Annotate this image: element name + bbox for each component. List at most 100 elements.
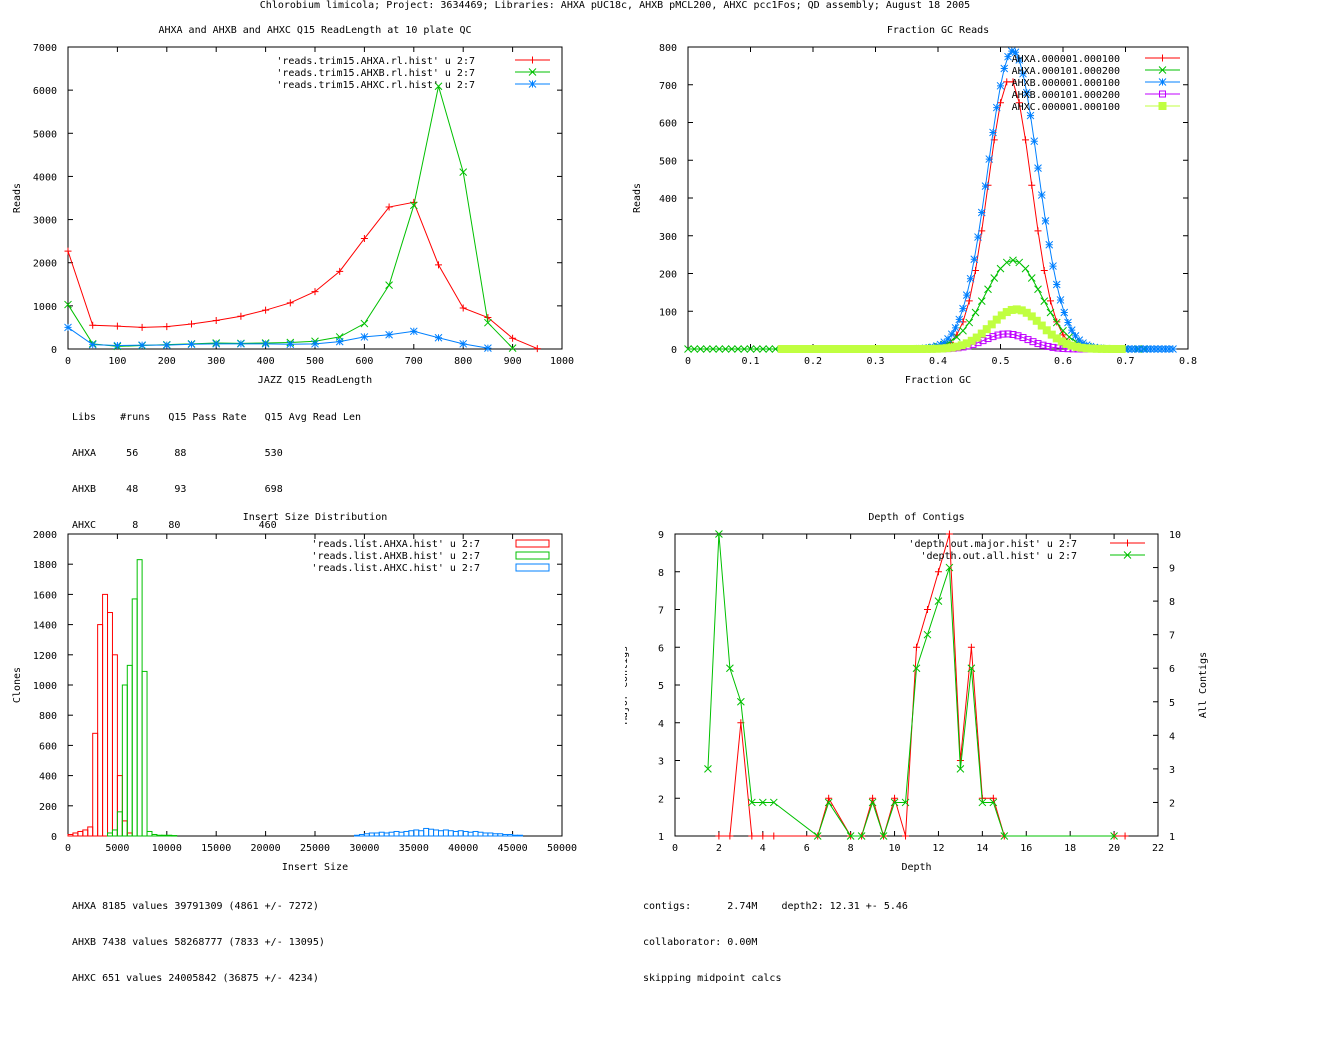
depth-y2tick-label: 3 — [1169, 765, 1175, 776]
insert-bar — [487, 832, 494, 837]
insert-bar — [393, 830, 400, 837]
depth-data-point — [901, 798, 910, 807]
depth-data-point — [989, 798, 998, 807]
depth-data-point — [879, 832, 888, 840]
insert-bar — [512, 834, 519, 837]
insert-xtick-label: 5000 — [105, 843, 129, 854]
gc-data-point — [867, 345, 876, 353]
readlength-data-point — [113, 322, 121, 330]
gc-data-point — [1071, 332, 1080, 340]
gc-data-point — [959, 304, 967, 313]
readlength-data-point — [64, 323, 72, 332]
gc-data-point — [902, 344, 911, 353]
depth-data-point — [923, 606, 931, 613]
gc-data-point — [1124, 345, 1132, 353]
depth-data-point — [813, 832, 822, 840]
readlength-data-point — [311, 288, 319, 296]
readlength-data-point — [360, 319, 369, 328]
gc-data-point — [977, 329, 986, 338]
gc-data-point — [1039, 341, 1047, 349]
insert-bar — [442, 829, 449, 837]
insert-xtick-label: 45000 — [498, 843, 528, 854]
depth-data-point — [890, 798, 899, 807]
readlength-data-point — [385, 330, 393, 339]
insert-bar — [116, 811, 123, 837]
readlength-xtick-label: 300 — [207, 356, 225, 367]
gc-data-point — [802, 345, 811, 353]
series-'reads.trim15.AHXA.rl.hist' u 2:7 — [64, 198, 541, 353]
depth-data-point — [934, 597, 943, 605]
gc-xtick-label: 0.5 — [991, 356, 1009, 367]
insert-bar — [151, 833, 158, 837]
gc-legend-label: AHXA.000001.000100 — [1012, 54, 1120, 65]
gc-data-point — [1029, 338, 1037, 346]
readlength-ytick-label: 1000 — [33, 302, 57, 313]
gc-ytick-label: 100 — [659, 307, 677, 318]
insert-bar — [447, 830, 454, 837]
gc-data-point — [985, 155, 994, 163]
depth-stats-midpoint: skipping midpoint calcs — [643, 973, 782, 984]
insert-bar — [457, 830, 464, 837]
gc-data-point — [777, 345, 786, 353]
gc-data-point — [944, 334, 952, 343]
depth-data-point — [1110, 832, 1118, 840]
readlength-xtick-label: 400 — [257, 356, 275, 367]
gc-data-point — [972, 333, 981, 342]
gc-data-point — [1072, 342, 1081, 351]
gc-data-point — [684, 345, 692, 353]
gc-data-point — [992, 103, 1001, 112]
readlength-xtick-label: 0 — [65, 356, 71, 367]
gc-data-point — [987, 320, 996, 329]
gc-data-point — [1097, 344, 1106, 353]
readlength-legend-marker — [528, 80, 537, 88]
depth-xtick-label: 10 — [889, 843, 901, 854]
depth-data-point — [737, 697, 745, 706]
readlength-chart: 0 100 200 300 400 500 600 700 800 900 1000 0 1000 200… — [12, 25, 574, 386]
depth-data-point — [934, 568, 942, 576]
gc-data-point — [1052, 318, 1061, 327]
gc-data-point — [927, 344, 936, 353]
gc-data-point — [1037, 321, 1046, 330]
depth-data-point — [748, 832, 756, 840]
readlength-data-point — [459, 304, 467, 312]
depth-data-point — [715, 832, 723, 840]
gc-data-point — [702, 345, 711, 353]
insert-bar — [107, 832, 113, 837]
depth-data-point — [989, 794, 997, 802]
gc-data-point — [1003, 78, 1011, 86]
gc-data-point — [1161, 345, 1170, 353]
gc-data-point — [984, 335, 992, 343]
gc-data-point — [817, 345, 826, 353]
readlength-ytick-label: 5000 — [33, 129, 57, 140]
gc-data-point — [1007, 305, 1016, 314]
gc-fraction-chart: 0 0.1 0.2 0.3 0.4 0.5 0.6 0.7 0.8 0 100 200 300 400 50… — [632, 25, 1197, 386]
depth-data-point — [715, 530, 723, 538]
gc-xtick-label: 0.4 — [929, 356, 947, 367]
readlength-series-line — [67, 86, 513, 349]
depth-title: Depth of Contigs — [868, 512, 964, 523]
insert-bar — [358, 833, 365, 837]
gc-data-point — [1060, 308, 1069, 317]
depth-xtick-label: 22 — [1152, 843, 1164, 854]
gc-data-point — [847, 345, 856, 353]
readlength-data-point — [188, 320, 195, 328]
gc-data-point — [1092, 344, 1101, 353]
depth-data-point — [923, 630, 932, 639]
readlength-data-point — [459, 339, 468, 348]
readlength-data-point — [435, 261, 442, 269]
series-'depth.out.all.hist' u 2:7 — [704, 530, 1118, 840]
gc-data-point — [955, 315, 964, 324]
insert-xtick-label: 10000 — [152, 843, 182, 854]
gc-data-point — [1165, 345, 1174, 353]
gc-ytick-label: 200 — [659, 270, 677, 281]
readlength-xtick-label: 100 — [108, 356, 126, 367]
readlength-data-point — [64, 300, 72, 309]
insert-bar — [517, 834, 523, 837]
depth-ytick-label: 9 — [658, 530, 664, 541]
gc-data-point — [1102, 344, 1111, 353]
gc-data-point — [1014, 332, 1022, 340]
insert-bar — [462, 830, 469, 837]
depth-data-point — [846, 832, 855, 840]
insert-ytick-label: 1400 — [33, 621, 57, 632]
